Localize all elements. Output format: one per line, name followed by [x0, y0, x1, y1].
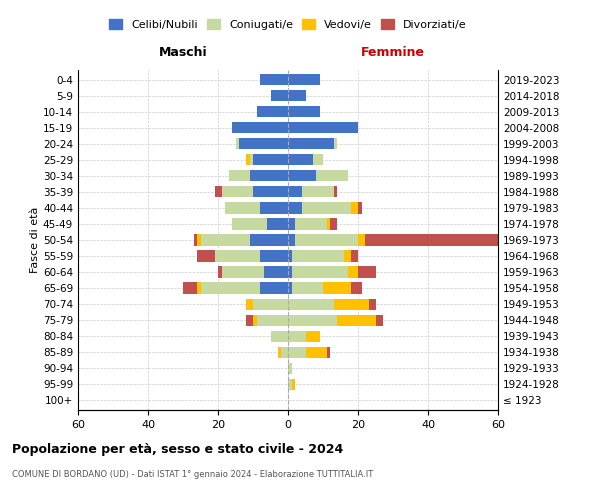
Bar [253, 154, 288, 166]
Bar [221, 266, 263, 278]
Bar [330, 218, 337, 230]
Bar [229, 170, 250, 181]
Bar [288, 330, 305, 342]
Bar [376, 314, 383, 326]
Bar [334, 298, 368, 310]
Bar [257, 106, 288, 118]
Bar [225, 202, 260, 213]
Bar [253, 298, 288, 310]
Bar [197, 282, 200, 294]
Bar [246, 314, 253, 326]
Bar [288, 298, 334, 310]
Bar [288, 346, 305, 358]
Bar [271, 330, 288, 342]
Bar [250, 154, 253, 166]
Bar [288, 250, 292, 262]
Bar [232, 218, 267, 230]
Bar [334, 138, 337, 149]
Bar [347, 266, 358, 278]
Bar [358, 266, 376, 278]
Bar [292, 282, 323, 294]
Bar [260, 202, 288, 213]
Text: Maschi: Maschi [158, 46, 208, 59]
Bar [288, 170, 316, 181]
Bar [295, 234, 358, 246]
Bar [260, 74, 288, 85]
Bar [277, 346, 281, 358]
Bar [260, 250, 288, 262]
Bar [215, 250, 260, 262]
Bar [253, 186, 288, 198]
Bar [292, 266, 347, 278]
Bar [351, 282, 361, 294]
Bar [288, 218, 295, 230]
Bar [302, 202, 351, 213]
Bar [218, 266, 221, 278]
Bar [215, 186, 221, 198]
Bar [288, 154, 313, 166]
Bar [316, 170, 347, 181]
Bar [271, 90, 288, 102]
Bar [246, 298, 253, 310]
Bar [288, 362, 292, 374]
Bar [326, 346, 330, 358]
Bar [288, 234, 295, 246]
Bar [337, 314, 376, 326]
Bar [288, 202, 302, 213]
Text: COMUNE DI BORDANO (UD) - Dati ISTAT 1° gennaio 2024 - Elaborazione TUTTITALIA.IT: COMUNE DI BORDANO (UD) - Dati ISTAT 1° g… [12, 470, 373, 479]
Bar [232, 122, 288, 134]
Bar [295, 218, 326, 230]
Bar [334, 186, 337, 198]
Bar [200, 234, 250, 246]
Bar [292, 250, 344, 262]
Bar [288, 138, 334, 149]
Bar [263, 266, 288, 278]
Bar [288, 282, 292, 294]
Bar [267, 218, 288, 230]
Bar [253, 314, 257, 326]
Bar [292, 378, 295, 390]
Bar [257, 314, 288, 326]
Bar [305, 330, 320, 342]
Bar [368, 298, 376, 310]
Bar [288, 266, 292, 278]
Bar [288, 90, 305, 102]
Bar [326, 218, 330, 230]
Bar [281, 346, 288, 358]
Bar [235, 138, 239, 149]
Text: Femmine: Femmine [361, 46, 425, 59]
Bar [200, 282, 260, 294]
Bar [365, 234, 515, 246]
Bar [197, 234, 200, 246]
Bar [302, 186, 334, 198]
Bar [197, 250, 215, 262]
Bar [239, 138, 288, 149]
Bar [250, 170, 288, 181]
Bar [344, 250, 351, 262]
Bar [323, 282, 351, 294]
Bar [358, 202, 361, 213]
Bar [305, 346, 326, 358]
Bar [246, 154, 250, 166]
Bar [288, 74, 320, 85]
Bar [288, 186, 302, 198]
Bar [351, 202, 358, 213]
Bar [221, 186, 253, 198]
Bar [260, 282, 288, 294]
Legend: Celibi/Nubili, Coniugati/e, Vedovi/e, Divorziati/e: Celibi/Nubili, Coniugati/e, Vedovi/e, Di… [105, 14, 471, 34]
Bar [288, 378, 292, 390]
Bar [250, 234, 288, 246]
Bar [193, 234, 197, 246]
Text: Popolazione per età, sesso e stato civile - 2024: Popolazione per età, sesso e stato civil… [12, 442, 343, 456]
Bar [288, 122, 358, 134]
Y-axis label: Fasce di età: Fasce di età [30, 207, 40, 273]
Bar [288, 314, 337, 326]
Bar [288, 106, 320, 118]
Bar [183, 282, 197, 294]
Bar [351, 250, 358, 262]
Bar [358, 234, 365, 246]
Bar [313, 154, 323, 166]
